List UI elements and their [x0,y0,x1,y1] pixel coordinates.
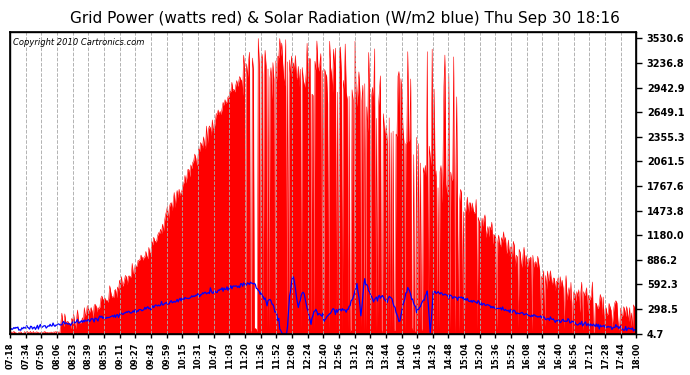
Text: Grid Power (watts red) & Solar Radiation (W/m2 blue) Thu Sep 30 18:16: Grid Power (watts red) & Solar Radiation… [70,11,620,26]
Text: Copyright 2010 Cartronics.com: Copyright 2010 Cartronics.com [13,38,145,47]
